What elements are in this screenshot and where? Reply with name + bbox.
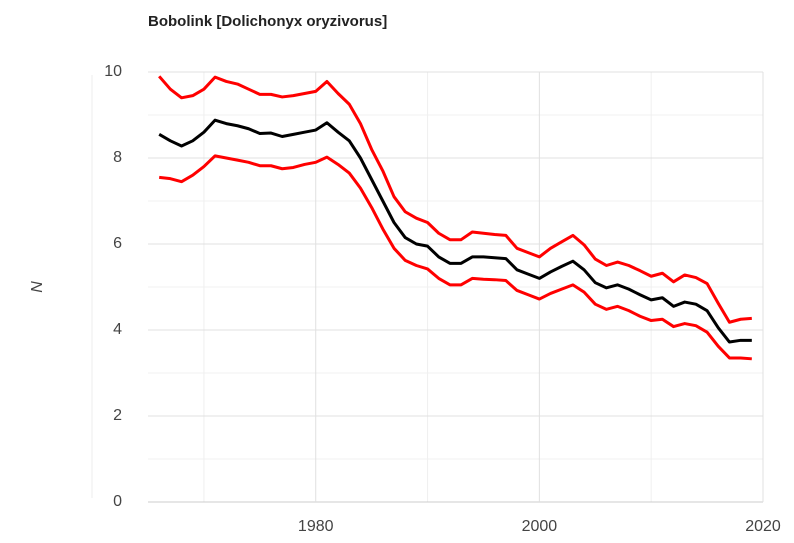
y-axis-label: N	[29, 281, 46, 293]
chart-title: Bobolink [Dolichonyx oryzivorus]	[148, 13, 387, 30]
y-tick-label: 4	[113, 321, 122, 338]
line-series	[158, 75, 752, 324]
y-tick-label: 8	[113, 149, 122, 166]
x-tick-label: 1980	[298, 518, 334, 535]
x-tick-label: 2020	[745, 518, 781, 535]
x-tick-label: 2000	[522, 518, 558, 535]
line-series	[159, 154, 752, 361]
y-tick-label: 2	[113, 407, 122, 424]
y-tick-label: 10	[104, 63, 122, 80]
line-series	[158, 118, 752, 344]
y-tick-label: 0	[113, 493, 122, 510]
y-tick-label: 6	[113, 235, 122, 252]
